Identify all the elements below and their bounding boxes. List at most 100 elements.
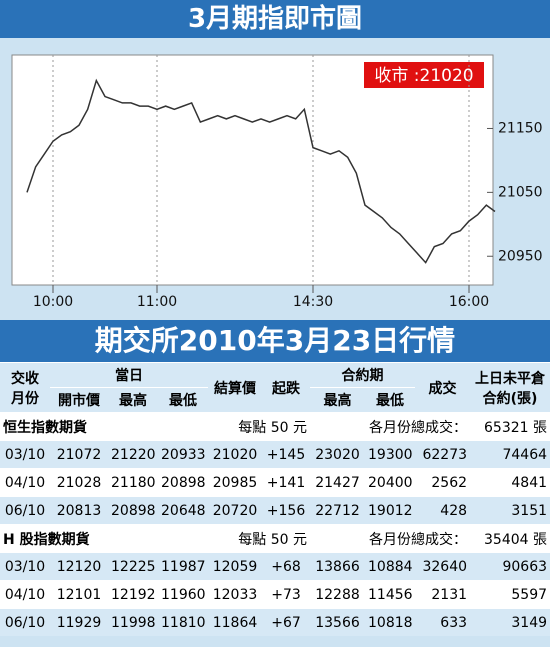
cell: 11960 — [158, 580, 209, 609]
cell: 各月份總成交： — [310, 524, 471, 553]
cell: +141 — [262, 468, 311, 497]
cell: 11864 — [208, 608, 263, 636]
header-text: 交收 — [11, 370, 39, 387]
price-line — [26, 78, 496, 264]
x-tick-label: 10:00 — [33, 294, 73, 310]
cell: 23020 — [310, 440, 366, 469]
cell: 19300 — [365, 440, 416, 469]
data-row: 04/10 21028 21180 20898 20985 +141 21427 20400 2… — [0, 468, 550, 497]
cell: 21072 — [50, 440, 108, 469]
cell: 2131 — [415, 580, 471, 609]
header: 成交 — [415, 362, 471, 413]
y-tick-label: 20950 — [498, 248, 543, 264]
cell: 20648 — [158, 496, 209, 525]
cell: 65321 張 — [470, 412, 550, 441]
cell: 11998 — [108, 608, 158, 636]
cell: 21028 — [50, 468, 108, 497]
data-row: 06/10 20813 20898 20648 20720 +156 22712 19012 4… — [0, 496, 550, 525]
cell: 20720 — [208, 496, 263, 525]
chart: 收市 :21020 20950 21050 21150 10:00 11:00 14:30… — [11, 54, 543, 310]
cell: 11456 — [365, 580, 416, 609]
header: 起跌 — [262, 362, 311, 413]
cell: 恒生指數期貨 — [0, 412, 209, 441]
header: 最低 — [365, 387, 416, 413]
cell: H 股指數期貨 — [0, 524, 209, 553]
cell: 5597 — [470, 580, 550, 609]
cell: 20898 — [108, 496, 158, 525]
header: 結算價 — [208, 362, 263, 413]
x-tick-label: 11:00 — [137, 294, 177, 310]
header: 最高 — [108, 387, 158, 413]
cell: 13566 — [310, 608, 366, 636]
cell: 04/10 — [0, 580, 50, 609]
cell: +73 — [262, 580, 311, 609]
cell: 各月份總成交： — [310, 412, 471, 441]
header-text: 合約(張) — [482, 390, 538, 407]
cell: 3149 — [470, 608, 550, 636]
annotation-box — [364, 62, 484, 88]
cell: 03/10 — [0, 440, 50, 469]
data-row: 03/10 12120 12225 11987 12059 +68 13866 10884 32… — [0, 552, 550, 581]
cell: 11929 — [50, 608, 108, 636]
x-tick-label: 16:00 — [449, 294, 489, 310]
cell: 每點 50 元 — [208, 524, 311, 553]
cell: 20400 — [365, 468, 416, 497]
y-tick-label: 21050 — [498, 184, 543, 200]
cell: 12288 — [310, 580, 366, 609]
cell: 13866 — [310, 552, 366, 581]
cell: +145 — [262, 440, 311, 469]
cell: 12059 — [208, 552, 263, 581]
cell: 12101 — [50, 580, 108, 609]
header-text: 上日未平倉 — [475, 370, 546, 387]
table-title: 期交所2010年3月23日行情 — [0, 320, 550, 362]
annotation: 收市 :21020 — [374, 66, 473, 86]
cell: 62273 — [415, 440, 471, 469]
cell: 633 — [415, 608, 471, 636]
y-tick-label: 21150 — [498, 120, 543, 136]
cell: 74464 — [470, 440, 550, 469]
chart-title: 3月期指即市圖 — [0, 0, 550, 38]
cell: 428 — [415, 496, 471, 525]
cell: 19012 — [365, 496, 416, 525]
header: 合約期 — [310, 362, 416, 388]
cell: 10818 — [365, 608, 416, 636]
cell: +68 — [262, 552, 311, 581]
header: 當日 — [50, 362, 209, 388]
cell: 20813 — [50, 496, 108, 525]
cell: 21020 — [208, 440, 263, 469]
header-text: 月份 — [11, 390, 39, 407]
cell: 2562 — [415, 468, 471, 497]
cell: 21180 — [108, 468, 158, 497]
quote-table: 交收 月份 當日 結算價 起跌 合約期 成交 上日未平倉 合約(張) 開市價 最高 … — [0, 362, 550, 636]
cell: +67 — [262, 608, 311, 636]
cell: 20985 — [208, 468, 263, 497]
cell: 11987 — [158, 552, 209, 581]
cell: 12033 — [208, 580, 263, 609]
data-row: 04/10 12101 12192 11960 12033 +73 12288 11456 21… — [0, 580, 550, 609]
cell: 3151 — [470, 496, 550, 525]
section-row: H 股指數期貨 每點 50 元各月份總成交： 35404 張 — [0, 524, 550, 553]
data-row: 06/10 11929 11998 11810 11864 +67 13566 10818 63… — [0, 608, 550, 636]
cell: 21427 — [310, 468, 366, 497]
section-row: 恒生指數期貨 每點 50 元各月份總成交： 65321 張 — [0, 412, 550, 441]
cell: 03/10 — [0, 552, 50, 581]
header: 開市價 — [50, 387, 108, 413]
cell: 12192 — [108, 580, 158, 609]
cell: 11810 — [158, 608, 209, 636]
cell: 90663 — [470, 552, 550, 581]
cell: 10884 — [365, 552, 416, 581]
cell: 32640 — [415, 552, 471, 581]
cell: +156 — [262, 496, 311, 525]
cell: 12225 — [108, 552, 158, 581]
cell: 20898 — [158, 468, 209, 497]
data-row: 03/10 21072 21220 20933 21020 +145 23020 19300 6… — [0, 440, 550, 469]
cell: 06/10 — [0, 608, 50, 636]
cell: 22712 — [310, 496, 366, 525]
cell: 4841 — [470, 468, 550, 497]
cell: 06/10 — [0, 496, 50, 525]
plot-area — [11, 54, 494, 286]
cell: 21220 — [108, 440, 158, 469]
x-tick-label: 14:30 — [293, 294, 333, 310]
header: 最低 — [158, 387, 209, 413]
